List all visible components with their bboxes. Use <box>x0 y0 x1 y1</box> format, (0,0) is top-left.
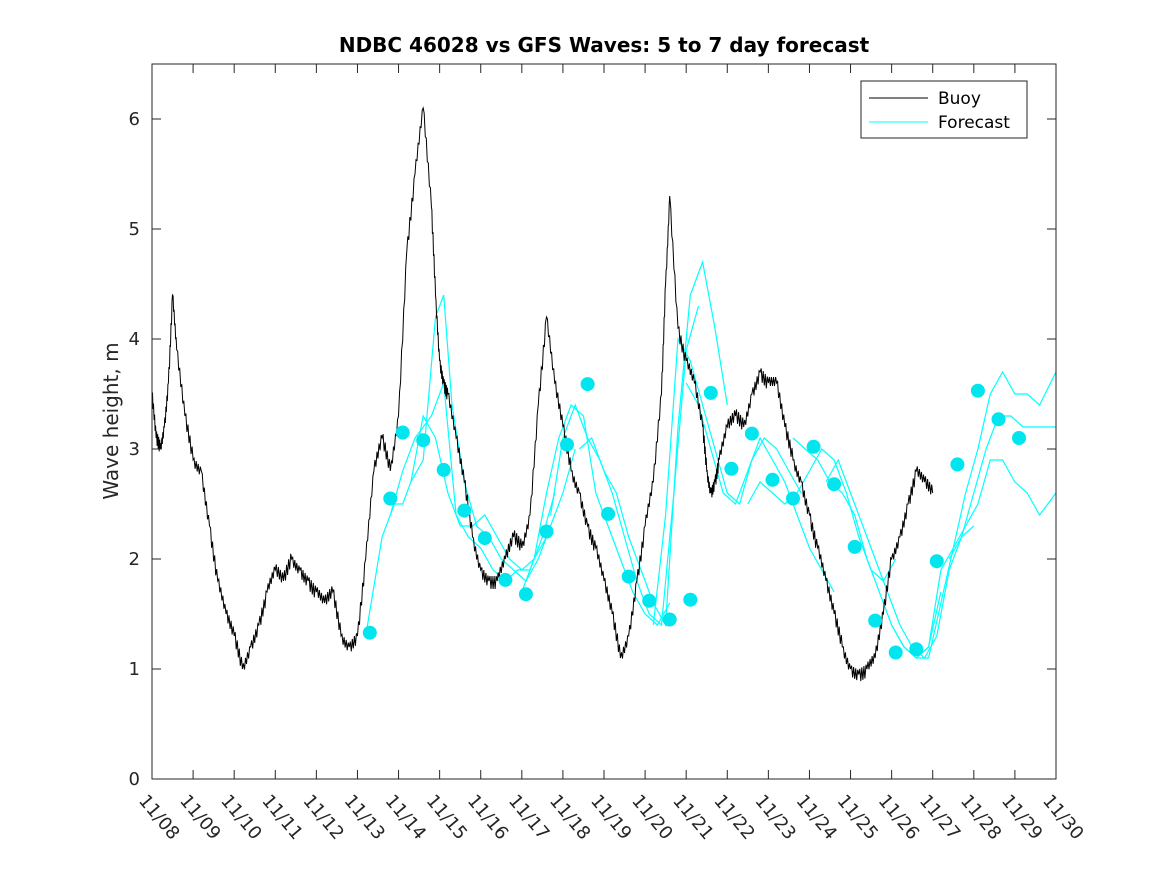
forecast-marker-17 <box>683 592 698 607</box>
forecast-run-8 <box>685 382 835 593</box>
forecast-marker-13 <box>601 506 616 521</box>
forecast-marker-20 <box>744 426 759 441</box>
forecast-run-4 <box>521 403 671 626</box>
forecast-marker-7 <box>477 531 492 546</box>
forecast-marker-16 <box>662 612 677 627</box>
forecast-marker-12 <box>580 377 595 392</box>
legend-buoy-label: Buoy <box>938 89 981 109</box>
buoy-series <box>151 106 934 682</box>
forecast-run-1 <box>365 414 548 637</box>
y-axis-ticks: 0 1 2 3 4 5 6 <box>129 109 1056 790</box>
y-tick-label: 6 <box>129 109 140 130</box>
y-axis-label: Wave height, m <box>99 342 123 499</box>
forecast-marker-19 <box>724 461 739 476</box>
forecast-marker-4 <box>416 433 431 448</box>
forecast-marker-5 <box>436 462 451 477</box>
forecast-run-2 <box>389 382 556 582</box>
forecast-marker-33 <box>1012 431 1026 445</box>
forecast-marker-1 <box>362 625 377 640</box>
forecast-run-13 <box>915 459 1057 659</box>
forecast-marker-27 <box>888 645 903 660</box>
plot-area <box>152 64 1056 779</box>
forecast-marker-24 <box>827 477 842 492</box>
forecast-marker-29 <box>929 554 944 569</box>
forecast-marker-6 <box>457 503 472 518</box>
forecast-marker-8 <box>498 572 513 587</box>
forecast-marker-28 <box>909 642 924 657</box>
forecast-marker-23 <box>806 439 821 454</box>
y-tick-label: 5 <box>129 219 140 240</box>
y-tick-label: 3 <box>129 439 140 460</box>
forecast-marker-10 <box>539 524 554 539</box>
legend-forecast-label: Forecast <box>938 113 1010 133</box>
forecast-marker-22 <box>786 491 800 506</box>
forecast-marker-31 <box>970 383 985 398</box>
forecast-marker-15 <box>642 593 657 608</box>
forecast-run-11 <box>825 458 975 659</box>
forecast-marker-30 <box>950 457 965 472</box>
y-tick-label: 0 <box>129 769 140 790</box>
forecast-marker-25 <box>847 539 862 554</box>
forecast-run-7 <box>652 336 802 626</box>
forecast-marker-32 <box>991 412 1006 427</box>
forecast-markers <box>362 377 1026 660</box>
forecast-marker-18 <box>703 385 718 400</box>
forecast-marker-2 <box>383 491 398 506</box>
forecast-marker-9 <box>518 587 533 602</box>
buoy-line <box>151 106 934 682</box>
forecast-marker-3 <box>395 425 410 440</box>
legend: Buoy Forecast <box>860 80 1028 139</box>
legend-box <box>860 80 1028 139</box>
forecast-marker-14 <box>621 569 636 584</box>
y-tick-label: 4 <box>129 329 140 350</box>
y-tick-label: 2 <box>129 549 140 570</box>
forecast-marker-21 <box>765 472 780 487</box>
forecast-marker-11 <box>560 437 574 452</box>
forecast-marker-26 <box>868 613 883 628</box>
forecast-run-12 <box>891 370 1057 659</box>
y-tick-label: 1 <box>129 659 140 680</box>
chart-title: NDBC 46028 vs GFS Waves: 5 to 7 day fore… <box>339 33 870 57</box>
